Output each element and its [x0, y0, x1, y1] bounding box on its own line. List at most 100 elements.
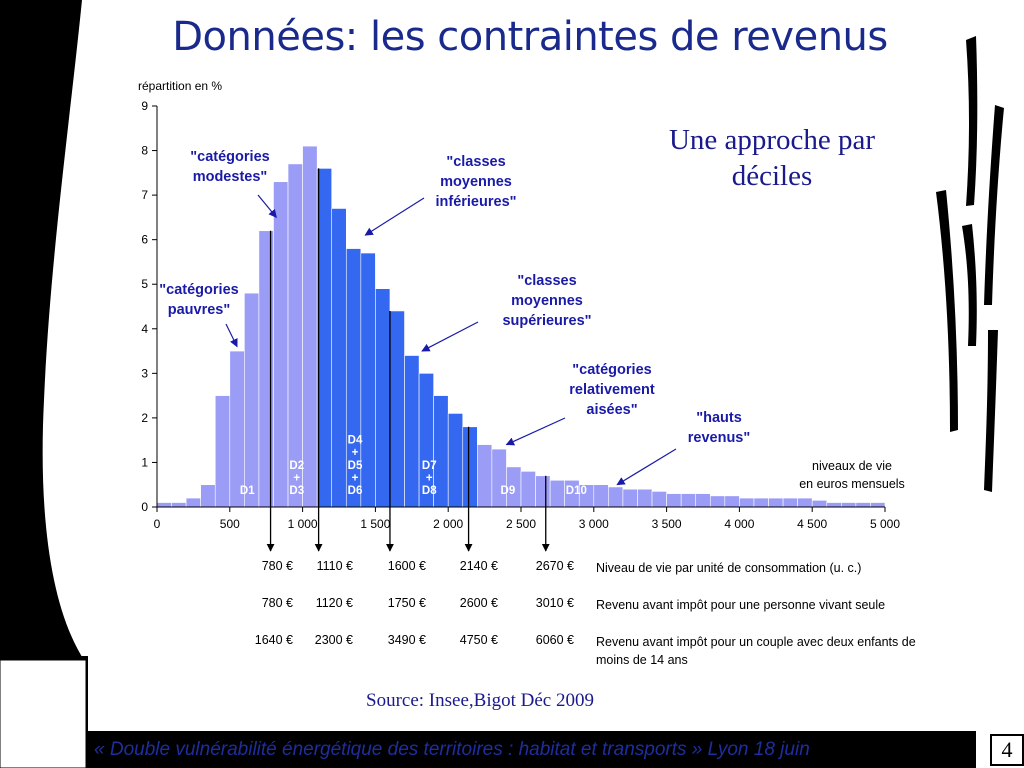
decile-label: D1 — [240, 485, 255, 497]
histogram-bar — [447, 413, 464, 508]
annotation-arrow — [364, 197, 425, 236]
y-tick-label: 2 — [141, 411, 148, 425]
histogram-bar — [651, 491, 667, 508]
decile-label: D9 — [501, 485, 516, 497]
table-cell: 6060 € — [535, 633, 574, 647]
y-tick-label: 3 — [141, 366, 148, 380]
histogram-bar — [768, 497, 784, 508]
x-axis-unit-note: niveaux de vie en euros mensuels — [790, 457, 914, 493]
histogram-bar — [549, 479, 565, 508]
decile-label: D10 — [566, 485, 587, 497]
y-tick-label: 6 — [141, 233, 148, 247]
histogram-bar — [797, 497, 813, 508]
annotation-arrow — [225, 323, 238, 348]
histogram-bar — [375, 288, 391, 508]
histogram-bar — [709, 495, 726, 508]
annotation-line: inférieures" — [435, 194, 517, 210]
annotation-moyennes-superieures: "classes moyennes supérieures" — [486, 271, 608, 331]
annotation-moyennes-inferieures: "classes moyennes inférieures" — [416, 152, 536, 212]
decile-label-line: D6 — [348, 485, 363, 497]
annotation-arrow — [421, 321, 479, 352]
decile-label-line: D4 — [348, 435, 363, 447]
x-axis-label-line: niveaux de vie — [812, 459, 892, 473]
table-cell: 4750 € — [459, 633, 498, 647]
x-tick-label: 2 000 — [433, 517, 463, 531]
histogram-bar — [477, 444, 493, 508]
table-row: 1640 € 2300 € 3490 € 4750 € 6060 € Reven… — [247, 630, 916, 669]
annotation-line: moyennes — [440, 174, 512, 190]
y-tick-label: 7 — [141, 188, 148, 202]
histogram-bar — [855, 502, 871, 508]
histogram-bar — [520, 471, 536, 508]
decile-label: D7 + D8 — [422, 460, 437, 497]
annotation-pauvres: "catégories pauvres" — [144, 280, 254, 320]
x-tick-label: 0 — [154, 517, 161, 531]
histogram-bar — [389, 310, 405, 508]
x-tick-label: 3 000 — [579, 517, 609, 531]
decile-label-line: D3 — [289, 485, 304, 497]
histogram-bar — [695, 493, 711, 508]
histogram-bar — [404, 355, 420, 508]
annotation-line: revenus" — [687, 430, 751, 446]
histogram-bar — [826, 502, 842, 508]
annotation-aisees: "catégories relativement aisées" — [548, 360, 676, 420]
annotation-line: "classes — [446, 154, 506, 170]
annotation-line: moyennes — [511, 293, 583, 309]
table-row: 780 € 1120 € 1750 € 2600 € 3010 € Revenu… — [247, 593, 916, 630]
annotation-line: pauvres" — [167, 302, 231, 318]
histogram-bar — [593, 484, 609, 508]
histogram-bar — [870, 502, 886, 508]
histogram-bar — [535, 475, 551, 508]
decile-label-line: D10 — [566, 485, 587, 497]
table-cell: 780 € — [261, 596, 293, 610]
histogram-bar — [462, 426, 478, 508]
annotation-line: "catégories — [159, 282, 239, 298]
x-tick-label: 5 000 — [870, 517, 900, 531]
histogram-bar — [316, 168, 333, 508]
table-cell: 1110 € — [316, 559, 353, 573]
histogram-bar — [622, 488, 638, 508]
table-row: 780 € 1110 € 1600 € 2140 € 2670 € Niveau… — [247, 556, 916, 593]
annotation-line: "catégories — [572, 362, 652, 378]
annotation-line: modestes" — [192, 169, 268, 185]
decile-label-line: D2 — [289, 460, 304, 472]
decile-label-line: D7 — [422, 460, 437, 472]
decile-label-line: D8 — [422, 485, 437, 497]
decile-label-line: + — [352, 472, 359, 484]
y-tick-label: 1 — [141, 455, 148, 469]
histogram-bar — [244, 292, 260, 508]
histogram-bar — [214, 395, 231, 508]
decile-label: D2 + D3 — [289, 460, 304, 497]
histogram-bar — [666, 493, 682, 508]
histogram-bar — [229, 350, 245, 508]
table-cell: 780 € — [261, 559, 293, 573]
y-tick-label: 9 — [141, 99, 148, 113]
x-tick-label: 4 000 — [724, 517, 754, 531]
decile-label-line: D5 — [348, 460, 363, 472]
slide-title: Données: les contraintes de revenus — [172, 14, 888, 60]
table-description: Niveau de vie par unité de consommation … — [596, 561, 862, 575]
page-number: 4 — [990, 734, 1024, 766]
decile-label-line: + — [426, 472, 433, 484]
histogram-bar — [287, 163, 303, 508]
table-cell: 1750 € — [387, 596, 426, 610]
histogram-bar — [841, 502, 857, 508]
annotation-line: aisées" — [586, 402, 638, 418]
histogram-bar — [811, 500, 828, 508]
histogram-bar — [491, 448, 507, 508]
left-black-swoosh — [0, 0, 84, 660]
histogram-bar — [637, 488, 653, 508]
source-note: Source: Insee,Bigot Déc 2009 — [366, 690, 594, 711]
annotation-line: relativement — [569, 382, 655, 398]
annotation-line: "catégories — [190, 149, 270, 165]
footer-bar: « Double vulnérabilité énergétique des t… — [88, 731, 976, 768]
table-cell: 1120 € — [315, 596, 353, 610]
decile-label: D4 + D5 + D6 — [348, 435, 363, 497]
table-cell: 2140 € — [459, 559, 498, 573]
y-tick-label: 8 — [141, 144, 148, 158]
histogram-bar — [739, 497, 755, 508]
table-cell: 1640 € — [254, 633, 293, 647]
x-tick-label: 2 500 — [506, 517, 536, 531]
